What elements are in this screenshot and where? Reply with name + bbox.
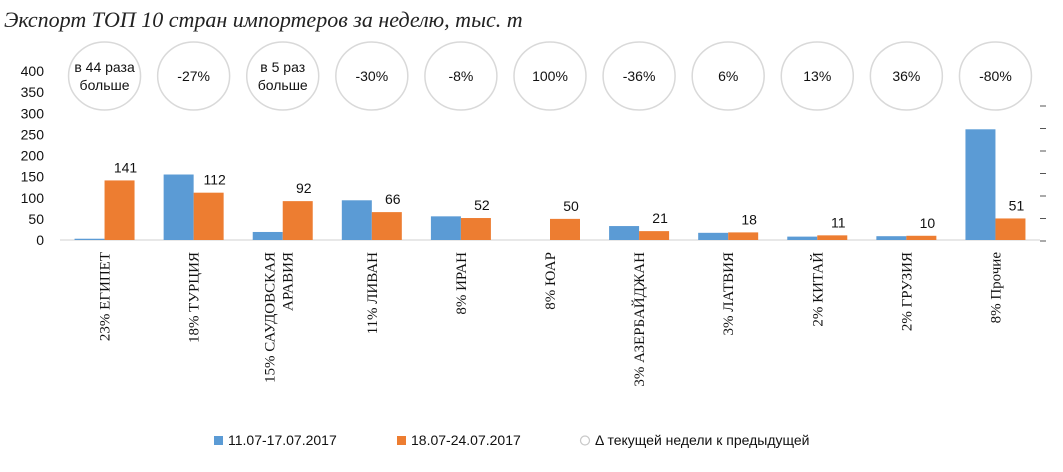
legend-label-series-1: 11.07-17.07.2017 (228, 432, 337, 448)
bar-series-1 (698, 232, 729, 240)
y-tick-label: 300 (21, 105, 45, 121)
bar-series-2 (282, 201, 313, 240)
category-label: 2% КИТАЙ (809, 252, 826, 327)
bar-series-2 (906, 235, 937, 240)
category-label: 3% АЗЕРБАЙДЖАН (631, 252, 648, 387)
bar-series-2 (639, 231, 670, 240)
bar-series-2 (817, 235, 848, 240)
legend: 11.07-17.07.2017 18.07-24.07.2017 Δ текуще… (214, 432, 809, 448)
category-label: 8% ИРАН (454, 252, 470, 315)
change-bubble (691, 41, 765, 111)
bar-series-1 (609, 226, 640, 240)
change-bubble (602, 41, 676, 111)
data-label: 112 (203, 172, 226, 188)
change-bubble (245, 41, 320, 111)
y-tick-label: 350 (21, 84, 45, 100)
change-bubble (424, 41, 498, 111)
bar-series-2 (460, 218, 491, 240)
bar-series-1 (876, 236, 907, 240)
change-label: в 44 раза (74, 59, 135, 75)
category-label: 2% ГРУЗИЯ (899, 252, 915, 331)
bar-series-1 (252, 231, 283, 240)
change-bubble (67, 41, 142, 111)
legend-label-series-2: 18.07-24.07.2017 (411, 432, 521, 448)
change-label: 13% (803, 68, 831, 84)
bar-series-2 (193, 192, 224, 240)
bar-series-2 (728, 232, 759, 240)
bar-series-2 (995, 218, 1026, 240)
change-label: 6% (718, 68, 738, 84)
change-bubble (335, 41, 409, 111)
change-label: -36% (623, 68, 656, 84)
change-bubbles: в 44 раза больше -27% в 5 раз больше -30% -8% 1… (67, 41, 1033, 111)
category-label: 11% ЛИВАН (365, 252, 381, 335)
bar-series-1 (430, 216, 461, 240)
category-label: 3% ЛАТВИЯ (721, 252, 737, 335)
y-tick-label: 100 (21, 190, 45, 206)
change-label: больше (258, 77, 308, 93)
category-label: 23% ЕГИПЕТ (98, 252, 114, 341)
chart-title: Экспорт ТОП 10 стран импортеров за недел… (4, 7, 523, 32)
data-label: 66 (385, 191, 401, 207)
change-bubble (958, 41, 1033, 111)
bar-series-2 (550, 218, 580, 240)
category-label: 18% ТУРЦИЯ (187, 252, 203, 343)
data-label: 10 (920, 215, 936, 231)
data-label: 11 (831, 214, 846, 230)
legend-swatch-series-1 (214, 436, 223, 445)
data-label: 51 (1009, 197, 1025, 213)
category-label: 15% САУДОВСКАЯ (263, 252, 279, 383)
y-tick-label: 200 (21, 148, 45, 164)
data-label: 21 (652, 210, 668, 226)
data-label: 50 (563, 198, 579, 214)
data-label: 18 (741, 211, 757, 227)
category-label: 8% ЮАР (543, 252, 559, 310)
category-label: АРАВИЯ (281, 252, 297, 311)
change-label: 36% (892, 68, 920, 84)
data-label: 92 (296, 180, 312, 196)
change-label: 100% (532, 68, 568, 84)
y-tick-label: 250 (21, 126, 45, 142)
category-label: 8% Прочие (988, 252, 1004, 324)
bar-series-1 (341, 200, 372, 240)
change-bubble (156, 41, 231, 111)
change-bubble (780, 41, 855, 111)
change-label: -30% (355, 68, 388, 84)
bar-series-1 (965, 129, 996, 240)
value-labels: 141 112 92 66 52 50 21 18 11 10 51 (114, 159, 1025, 230)
change-bubble (869, 41, 944, 111)
y-tick-label: 0 (36, 232, 44, 248)
y-tick-label: 400 (21, 63, 45, 79)
legend-label-bubble: Δ текущей недели к предыдущей (595, 432, 809, 448)
data-label: 52 (474, 197, 490, 213)
bar-series-1 (787, 236, 818, 240)
bar-series-1 (163, 174, 194, 240)
bar-series-1 (74, 238, 105, 240)
right-axis-ticks (1040, 105, 1046, 242)
legend-swatch-bubble (579, 435, 591, 446)
bar-series-2 (371, 212, 402, 240)
bar-series-2 (104, 180, 135, 240)
bars (74, 129, 1026, 240)
change-label: -8% (448, 68, 473, 84)
category-labels: 23% ЕГИПЕТ 18% ТУРЦИЯ 15% САУДОВСКАЯ АРАВИЯ… (98, 252, 1005, 387)
change-label: в 5 раз (260, 59, 305, 75)
change-label: -80% (979, 68, 1012, 84)
data-label: 141 (114, 159, 138, 175)
change-bubble (513, 41, 587, 111)
change-label: -27% (177, 68, 210, 84)
y-tick-label: 150 (21, 169, 45, 185)
legend-swatch-series-2 (397, 436, 406, 445)
change-label: больше (80, 77, 130, 93)
y-tick-label: 50 (28, 211, 44, 227)
